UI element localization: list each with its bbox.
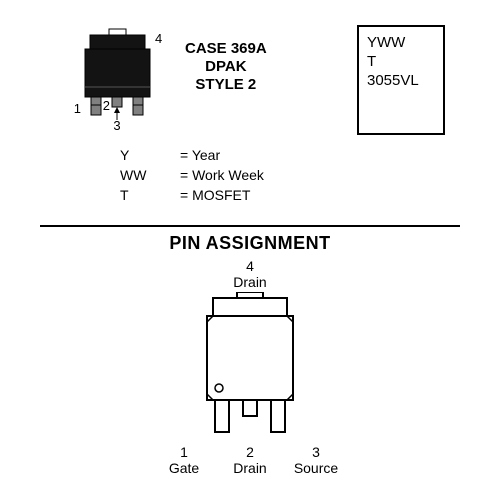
pin4-label: 4	[155, 31, 162, 46]
pin4-name: Drain	[0, 274, 500, 290]
marking-line3: 3055VL	[367, 71, 435, 90]
marking-line2: T	[367, 52, 435, 71]
legend-value: = Work Week	[180, 165, 264, 185]
legend-table: Y = Year WW = Work Week T = MOSFET	[120, 145, 264, 205]
pin3-col: 3 Source	[292, 444, 340, 476]
pin1-name: Gate	[160, 460, 208, 476]
pin2-label: 2	[103, 98, 110, 113]
legend-key: WW	[120, 165, 180, 185]
pin-assignment-title: PIN ASSIGNMENT	[0, 233, 500, 254]
case-label: CASE 369A DPAK STYLE 2	[185, 40, 267, 94]
legend-row: T = MOSFET	[120, 185, 264, 205]
pin1-num: 1	[160, 444, 208, 460]
case-line1: CASE 369A	[185, 40, 267, 58]
pin-top-labels: 4 Drain	[0, 258, 500, 290]
dpak-large-icon	[175, 292, 325, 442]
case-line3: STYLE 2	[185, 76, 267, 94]
pin3-num: 3	[292, 444, 340, 460]
legend-key: T	[120, 185, 180, 205]
pin2-col: 2 Drain	[226, 444, 274, 476]
legend-key: Y	[120, 145, 180, 165]
legend-value: = MOSFET	[180, 185, 250, 205]
legend-row: WW = Work Week	[120, 165, 264, 185]
pin1-col: 1 Gate	[160, 444, 208, 476]
case-line2: DPAK	[185, 58, 267, 76]
legend-row: Y = Year	[120, 145, 264, 165]
dpak-small-icon: 1 2 3 4	[55, 25, 170, 135]
legend-value: = Year	[180, 145, 220, 165]
pin-assignment-section: PIN ASSIGNMENT 4 Drain 1 Gate 2 Drain	[0, 225, 500, 476]
pin3-label: 3	[113, 118, 120, 133]
pin4-num: 4	[0, 258, 500, 274]
top-section: 1 2 3 4 CASE 369A DPAK STYLE 2 YWW T 305…	[0, 0, 500, 210]
pin1-label: 1	[74, 101, 81, 116]
pin2-num: 2	[226, 444, 274, 460]
pin2-name: Drain	[226, 460, 274, 476]
pin3-name: Source	[292, 460, 340, 476]
marking-line1: YWW	[367, 33, 435, 52]
pin-bottom-labels: 1 Gate 2 Drain 3 Source	[0, 444, 500, 476]
marking-box: YWW T 3055VL	[357, 25, 445, 135]
